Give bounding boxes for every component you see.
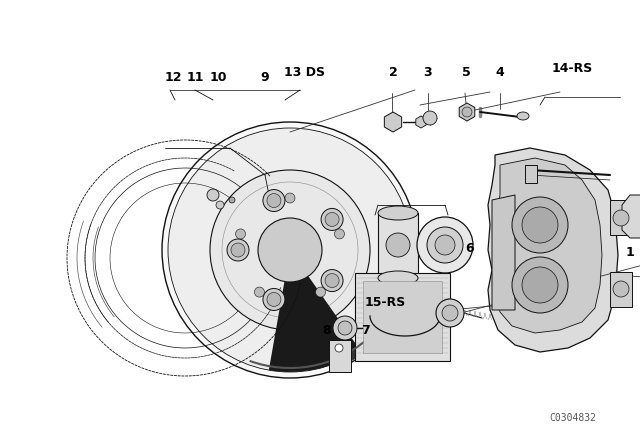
Circle shape: [267, 194, 281, 207]
Polygon shape: [385, 112, 402, 132]
Wedge shape: [269, 276, 360, 372]
Circle shape: [338, 321, 352, 335]
Circle shape: [263, 190, 285, 211]
Wedge shape: [340, 334, 380, 365]
Bar: [378, 213, 418, 278]
Text: 2: 2: [388, 65, 397, 78]
Bar: [610, 200, 632, 235]
Text: 11: 11: [186, 70, 204, 83]
Circle shape: [613, 281, 629, 297]
Circle shape: [229, 197, 235, 203]
Text: 12: 12: [164, 70, 182, 83]
Polygon shape: [460, 103, 475, 121]
Text: 3: 3: [424, 65, 432, 78]
Circle shape: [417, 217, 473, 273]
Circle shape: [442, 305, 458, 321]
Ellipse shape: [378, 206, 418, 220]
Circle shape: [335, 344, 343, 352]
Polygon shape: [492, 195, 515, 310]
Text: 13 DS: 13 DS: [285, 65, 326, 78]
Circle shape: [522, 207, 558, 243]
Text: 15-RS: 15-RS: [364, 296, 406, 309]
Text: 5: 5: [461, 65, 470, 78]
Circle shape: [285, 193, 295, 203]
Circle shape: [427, 227, 463, 263]
Circle shape: [267, 293, 281, 306]
Circle shape: [325, 212, 339, 226]
Circle shape: [462, 107, 472, 117]
Text: 10: 10: [209, 70, 227, 83]
Circle shape: [321, 270, 343, 292]
Polygon shape: [622, 195, 640, 238]
Circle shape: [333, 316, 357, 340]
Circle shape: [613, 210, 629, 226]
Ellipse shape: [378, 271, 418, 285]
Bar: [525, 165, 537, 183]
Circle shape: [207, 189, 219, 201]
Circle shape: [168, 128, 412, 372]
Circle shape: [227, 239, 249, 261]
Circle shape: [316, 287, 326, 297]
Text: 9: 9: [260, 70, 269, 83]
Circle shape: [162, 122, 418, 378]
Circle shape: [216, 201, 224, 209]
Text: 1: 1: [626, 246, 634, 258]
Text: 8: 8: [323, 323, 332, 336]
Circle shape: [386, 233, 410, 257]
Ellipse shape: [517, 112, 529, 120]
Circle shape: [436, 299, 464, 327]
Text: 6: 6: [466, 241, 474, 254]
Text: 7: 7: [360, 323, 369, 336]
Circle shape: [231, 243, 245, 257]
Circle shape: [321, 208, 343, 230]
Text: C0304832: C0304832: [549, 414, 596, 423]
Circle shape: [522, 267, 558, 303]
Circle shape: [335, 229, 344, 239]
Polygon shape: [488, 148, 618, 352]
Bar: [610, 272, 632, 307]
Circle shape: [512, 197, 568, 253]
Circle shape: [236, 229, 246, 239]
Bar: [329, 340, 351, 372]
Circle shape: [423, 111, 437, 125]
Circle shape: [263, 289, 285, 310]
Circle shape: [255, 287, 264, 297]
Text: 4: 4: [495, 65, 504, 78]
Polygon shape: [494, 158, 602, 333]
Circle shape: [325, 274, 339, 288]
Circle shape: [512, 257, 568, 313]
Polygon shape: [416, 116, 426, 128]
Bar: [355, 273, 450, 361]
Bar: [363, 281, 442, 353]
Circle shape: [210, 170, 370, 330]
Text: 14-RS: 14-RS: [552, 61, 593, 74]
Circle shape: [435, 235, 455, 255]
Circle shape: [258, 218, 322, 282]
